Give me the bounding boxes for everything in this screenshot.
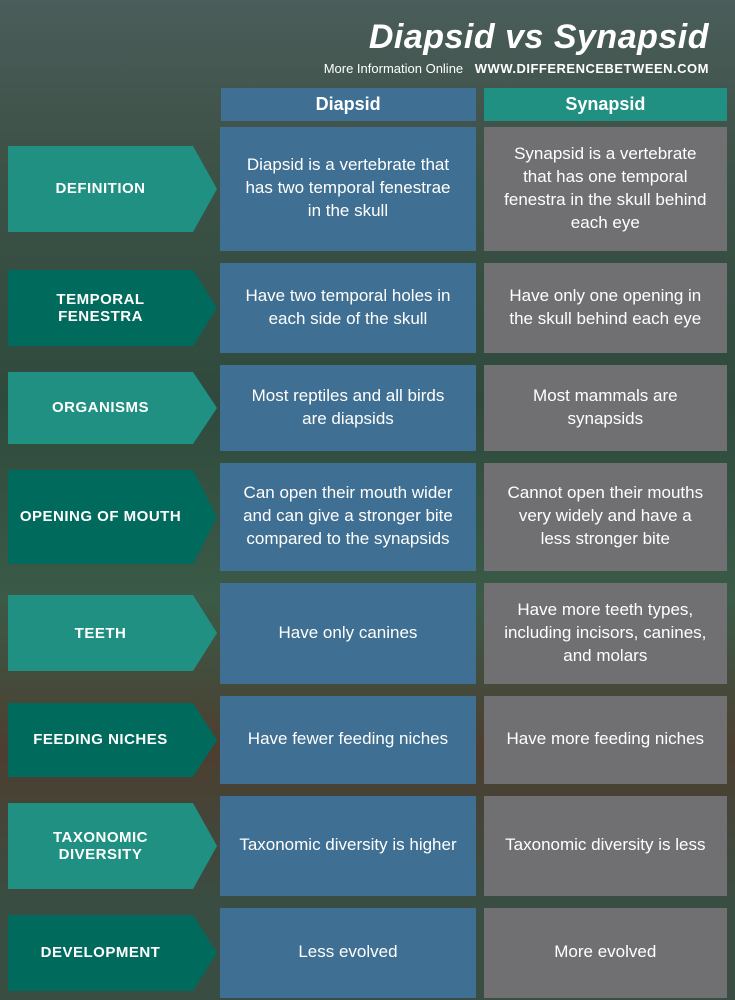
page-title: Diapsid vs Synapsid (26, 18, 709, 57)
table-row: DEVELOPMENT Less evolvedMore evolved (8, 908, 727, 998)
cell-synapsid: More evolved (484, 908, 727, 998)
row-label: FEEDING NICHES (8, 703, 193, 777)
table-row: TEMPORAL FENESTRA Have two temporal holes… (8, 263, 727, 353)
cell-diapsid: Have only canines (220, 583, 475, 684)
cell-diapsid: Less evolved (220, 908, 475, 998)
row-label-wrap: OPENING OF MOUTH (8, 463, 220, 571)
cell-diapsid: Taxonomic diversity is higher (220, 796, 475, 896)
row-label-wrap: DEVELOPMENT (8, 908, 220, 998)
column-headers: Diapsid Synapsid (8, 88, 727, 121)
row-label: TAXONOMIC DIVERSITY (8, 803, 193, 889)
table-row: DEFINITION Diapsid is a vertebrate that h… (8, 127, 727, 251)
row-label: TEETH (8, 595, 193, 671)
cell-diapsid: Have two temporal holes in each side of … (220, 263, 475, 353)
row-label-wrap: TEMPORAL FENESTRA (8, 263, 220, 353)
cell-synapsid: Have more teeth types, including incisor… (484, 583, 727, 684)
table-row: TAXONOMIC DIVERSITY Taxonomic diversity i… (8, 796, 727, 896)
cell-synapsid: Have more feeding niches (484, 696, 727, 784)
subtitle: More Information Online WWW.DIFFERENCEBE… (26, 61, 709, 76)
header: Diapsid vs Synapsid More Information Onl… (8, 8, 727, 82)
table-row: OPENING OF MOUTH Can open their mouth wid… (8, 463, 727, 571)
source-link[interactable]: WWW.DIFFERENCEBETWEEN.COM (475, 61, 709, 76)
comparison-rows: DEFINITION Diapsid is a vertebrate that h… (8, 127, 727, 998)
subtitle-prefix: More Information Online (324, 61, 463, 76)
cell-synapsid: Most mammals are synapsids (484, 365, 727, 451)
row-label-wrap: DEFINITION (8, 127, 220, 251)
row-label-wrap: ORGANISMS (8, 365, 220, 451)
cell-synapsid: Taxonomic diversity is less (484, 796, 727, 896)
row-label: TEMPORAL FENESTRA (8, 270, 193, 346)
cell-diapsid: Most reptiles and all birds are diapsids (220, 365, 475, 451)
cell-diapsid: Can open their mouth wider and can give … (220, 463, 475, 571)
row-label: DEVELOPMENT (8, 915, 193, 991)
table-row: ORGANISMS Most reptiles and all birds are… (8, 365, 727, 451)
column-header-diapsid: Diapsid (221, 88, 476, 121)
row-label: DEFINITION (8, 146, 193, 232)
row-label-wrap: TEETH (8, 583, 220, 684)
row-label-wrap: TAXONOMIC DIVERSITY (8, 796, 220, 896)
cell-synapsid: Synapsid is a vertebrate that has one te… (484, 127, 727, 251)
cell-diapsid: Diapsid is a vertebrate that has two tem… (220, 127, 475, 251)
row-label: OPENING OF MOUTH (8, 470, 193, 564)
table-row: TEETH Have only caninesHave more teeth ty… (8, 583, 727, 684)
header-spacer (8, 88, 221, 121)
row-label: ORGANISMS (8, 372, 193, 444)
column-header-synapsid: Synapsid (484, 88, 727, 121)
row-label-wrap: FEEDING NICHES (8, 696, 220, 784)
cell-synapsid: Have only one opening in the skull behin… (484, 263, 727, 353)
cell-synapsid: Cannot open their mouths very widely and… (484, 463, 727, 571)
table-row: FEEDING NICHES Have fewer feeding nichesH… (8, 696, 727, 784)
cell-diapsid: Have fewer feeding niches (220, 696, 475, 784)
